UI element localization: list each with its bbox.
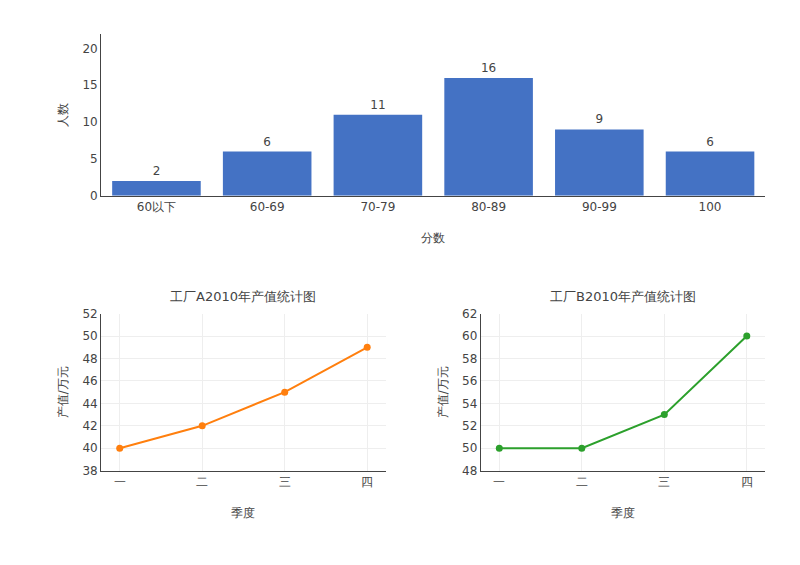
svg-text:季度: 季度	[611, 506, 635, 520]
svg-text:90-99: 90-99	[582, 200, 617, 214]
svg-text:一: 一	[114, 475, 126, 489]
svg-text:四: 四	[741, 475, 753, 489]
svg-text:一: 一	[493, 475, 505, 489]
svg-text:60-69: 60-69	[250, 200, 285, 214]
svg-text:56: 56	[462, 374, 477, 388]
svg-text:6: 6	[706, 135, 714, 149]
svg-text:季度: 季度	[231, 506, 255, 520]
svg-text:42: 42	[82, 419, 97, 433]
svg-text:60以下: 60以下	[137, 200, 176, 214]
svg-text:产值/万元: 产值/万元	[56, 366, 70, 418]
svg-text:二: 二	[576, 475, 588, 489]
svg-text:三: 三	[279, 475, 291, 489]
svg-text:三: 三	[658, 475, 670, 489]
svg-text:70-79: 70-79	[360, 200, 395, 214]
svg-text:80-89: 80-89	[471, 200, 506, 214]
svg-text:46: 46	[82, 374, 97, 388]
svg-text:16: 16	[481, 61, 496, 75]
svg-text:2: 2	[153, 164, 161, 178]
svg-text:15: 15	[82, 78, 97, 92]
svg-text:人数: 人数	[56, 103, 70, 127]
svg-text:48: 48	[462, 464, 477, 478]
svg-text:产值/万元: 产值/万元	[436, 366, 450, 418]
svg-text:二: 二	[196, 475, 208, 489]
svg-text:5: 5	[90, 152, 98, 166]
svg-text:分数: 分数	[421, 231, 445, 245]
svg-text:54: 54	[462, 397, 477, 411]
svg-text:100: 100	[699, 200, 722, 214]
svg-text:60: 60	[462, 329, 477, 343]
svg-text:10: 10	[82, 115, 97, 129]
svg-text:52: 52	[82, 307, 97, 321]
svg-text:58: 58	[462, 352, 477, 366]
svg-text:工厂A2010年产值统计图: 工厂A2010年产值统计图	[170, 289, 316, 304]
svg-text:48: 48	[82, 352, 97, 366]
svg-text:工厂B2010年产值统计图: 工厂B2010年产值统计图	[550, 289, 696, 304]
svg-text:50: 50	[82, 329, 97, 343]
svg-text:44: 44	[82, 397, 97, 411]
svg-text:9: 9	[596, 112, 604, 126]
svg-text:四: 四	[361, 475, 373, 489]
svg-text:50: 50	[462, 441, 477, 455]
svg-text:11: 11	[370, 98, 385, 112]
svg-text:20: 20	[82, 42, 97, 56]
svg-text:0: 0	[90, 189, 98, 203]
svg-text:40: 40	[82, 441, 97, 455]
svg-text:62: 62	[462, 307, 477, 321]
svg-text:52: 52	[462, 419, 477, 433]
svg-text:6: 6	[263, 135, 271, 149]
svg-text:38: 38	[82, 464, 97, 478]
